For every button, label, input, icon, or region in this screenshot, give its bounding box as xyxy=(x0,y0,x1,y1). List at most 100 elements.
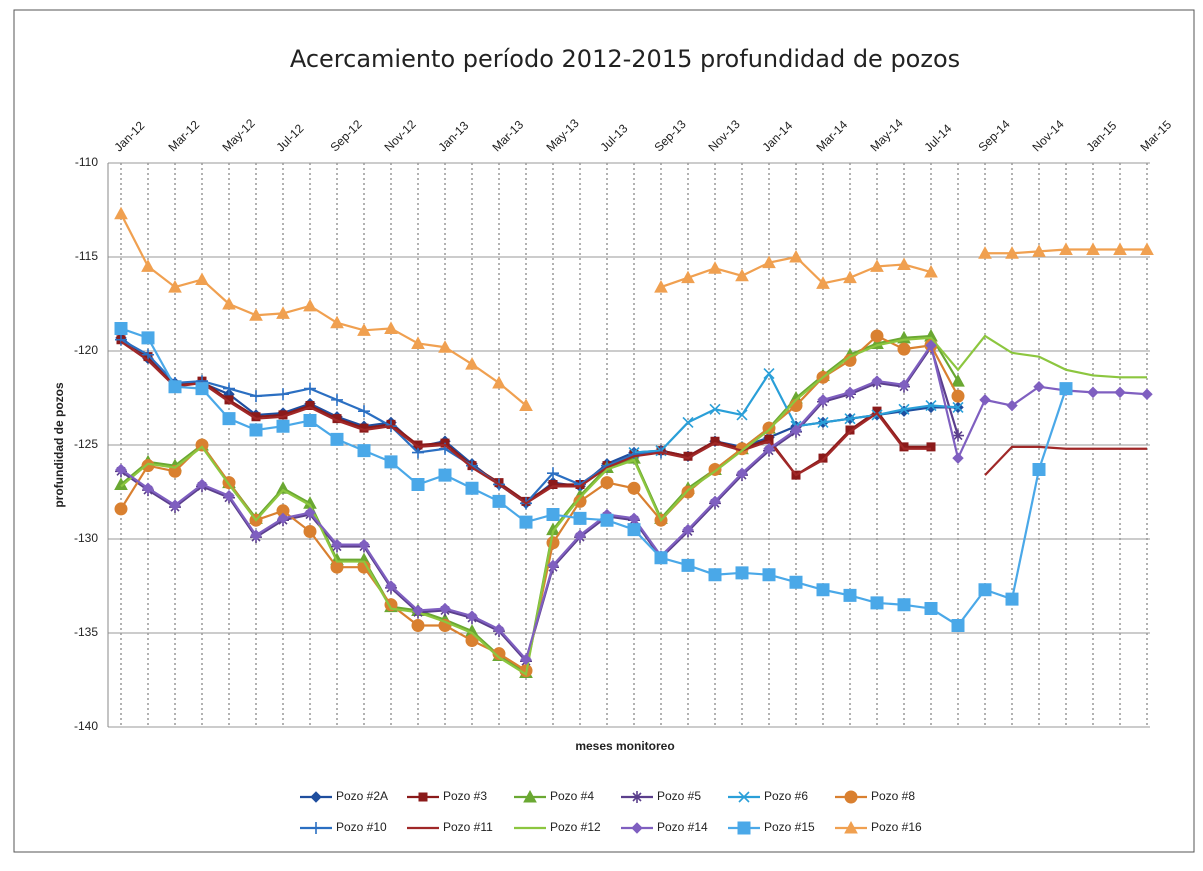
data-point xyxy=(789,249,803,263)
data-point xyxy=(249,423,263,437)
data-point xyxy=(951,374,965,387)
data-point xyxy=(547,559,559,572)
data-point xyxy=(681,270,695,284)
data-point xyxy=(709,403,721,415)
data-point xyxy=(952,429,964,442)
y-tick-label: -135 xyxy=(74,625,98,639)
data-point xyxy=(736,409,748,421)
data-point xyxy=(465,357,479,370)
data-point xyxy=(844,413,856,425)
legend-label: Pozo #2A xyxy=(336,789,388,803)
data-point xyxy=(897,342,911,356)
legend-label: Pozo #10 xyxy=(336,820,387,834)
data-point xyxy=(708,261,722,274)
data-point xyxy=(1140,242,1154,255)
data-point xyxy=(465,634,479,648)
series-line xyxy=(120,340,1147,505)
x-axis-label: meses monitoreo xyxy=(575,739,674,753)
data-point xyxy=(411,477,425,491)
data-point xyxy=(195,382,209,396)
data-point xyxy=(466,610,478,622)
data-point xyxy=(951,389,965,403)
legend-label: Pozo #16 xyxy=(871,820,922,834)
data-point xyxy=(1113,242,1127,255)
data-point xyxy=(357,323,371,336)
data-point xyxy=(600,513,614,527)
data-point xyxy=(331,393,343,406)
data-point xyxy=(142,348,154,361)
data-point xyxy=(817,416,829,429)
data-point xyxy=(870,596,884,610)
data-point xyxy=(843,270,857,284)
data-point xyxy=(520,653,532,666)
data-point xyxy=(168,280,182,293)
data-point xyxy=(330,315,344,329)
data-point xyxy=(1032,244,1046,257)
y-tick-label: -120 xyxy=(74,343,98,357)
data-point xyxy=(546,536,560,550)
data-point xyxy=(870,259,884,272)
data-point xyxy=(519,398,533,412)
data-point xyxy=(627,523,641,537)
data-point xyxy=(411,336,425,349)
data-point xyxy=(1005,592,1019,606)
data-point xyxy=(1032,462,1046,476)
y-tick-label: -115 xyxy=(75,249,98,263)
data-point xyxy=(303,298,317,312)
data-point xyxy=(1059,382,1073,396)
data-point xyxy=(412,604,424,617)
data-point xyxy=(331,538,343,551)
data-point xyxy=(1059,242,1073,255)
data-point xyxy=(223,490,235,502)
data-point xyxy=(141,331,155,345)
data-point xyxy=(735,268,749,282)
data-point xyxy=(277,388,289,401)
data-point xyxy=(277,512,289,525)
legend-marker xyxy=(310,791,322,803)
data-point xyxy=(600,476,614,490)
legend-marker xyxy=(738,791,750,803)
data-point xyxy=(519,515,533,529)
data-point xyxy=(412,446,424,459)
data-point xyxy=(250,390,262,403)
data-point xyxy=(195,272,209,286)
data-point xyxy=(898,379,910,391)
data-point xyxy=(897,598,911,612)
y-tick-label: -125 xyxy=(74,437,98,451)
data-point xyxy=(222,412,236,426)
data-point xyxy=(952,452,964,464)
data-point xyxy=(843,588,857,602)
data-point xyxy=(357,444,371,458)
data-point xyxy=(492,647,506,661)
legend-marker xyxy=(737,821,751,835)
data-point xyxy=(708,568,722,582)
data-point xyxy=(250,529,262,541)
data-point xyxy=(682,523,694,536)
chart-frame xyxy=(13,9,1195,853)
y-axis-label: profundidad de pozos xyxy=(52,382,66,508)
data-point xyxy=(547,467,559,480)
data-point xyxy=(114,321,128,335)
data-point xyxy=(925,339,937,352)
data-point xyxy=(628,448,640,461)
legend-label: Pozo #4 xyxy=(550,789,594,803)
data-point xyxy=(304,382,316,395)
data-point xyxy=(303,524,317,538)
data-point xyxy=(438,340,452,353)
data-point xyxy=(1033,381,1045,393)
data-point xyxy=(330,432,344,446)
data-point xyxy=(898,403,910,415)
legend-label: Pozo #15 xyxy=(764,820,815,834)
legend-label: Pozo #14 xyxy=(657,820,708,834)
legend-marker xyxy=(418,792,428,802)
data-point xyxy=(925,399,937,412)
data-point xyxy=(384,455,398,469)
data-point xyxy=(573,511,587,525)
legend-marker xyxy=(310,822,322,834)
data-point xyxy=(763,367,775,380)
data-point xyxy=(114,206,128,220)
data-point xyxy=(249,308,263,321)
data-point xyxy=(681,558,695,572)
data-point xyxy=(978,583,992,597)
